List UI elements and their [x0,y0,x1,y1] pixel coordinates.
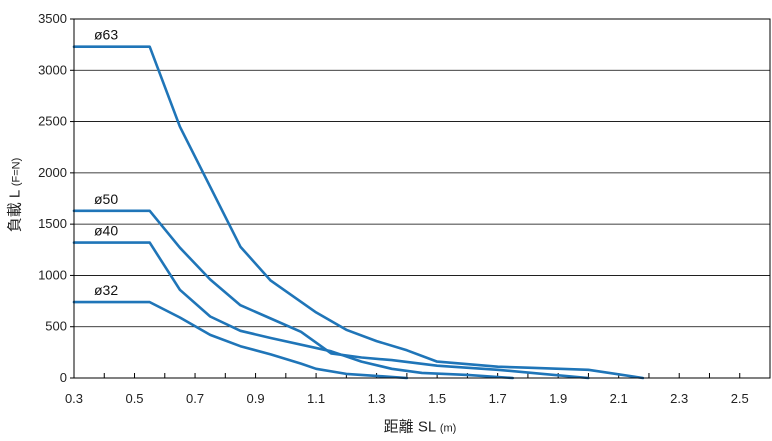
y-axis-title: 負載 L (F=N) [4,158,25,233]
y-tick-label: 1000 [38,267,67,282]
series-line [72,241,515,380]
y-tick-label: 500 [45,319,67,334]
x-tick-label: 0.9 [247,391,265,406]
series-label: ø63 [94,27,118,43]
x-axis-label: 距離 SL [383,418,436,436]
series-label: ø40 [94,223,118,239]
axis-ticks: 0 500 1000 1500 2000 2500 3000 3500 0.3 0.5 0.7 0.9… [38,11,771,406]
y-axis-unit: (F=N) [10,157,23,187]
y-tick-label: 2000 [38,165,67,180]
x-tick-label: 2.3 [670,391,688,406]
x-tick-label: 0.7 [186,391,204,406]
x-tick-label: 2.5 [731,391,749,406]
x-tick-label: 0.5 [125,391,143,406]
plot-frame [73,18,771,379]
x-tick-label: 1.9 [549,391,567,406]
series-label: ø32 [94,282,118,298]
x-tick-label: 1.5 [428,391,446,406]
y-axis-label: 負載 L [6,190,24,233]
series-labels: ø63 ø50 ø40 ø32 [94,27,118,298]
y-tick-label: 1500 [38,216,67,231]
x-axis-unit: (m) [439,422,457,435]
y-tick-label: 0 [60,370,67,385]
series-line [72,209,590,380]
series-label: ø50 [94,191,118,207]
x-tick-label: 2.1 [610,391,628,406]
x-tick-label: 1.7 [489,391,507,406]
x-tick-label: 1.1 [307,391,325,406]
gridlines [74,69,770,328]
series-line [72,300,409,380]
series-line [72,45,645,380]
y-tick-label: 3500 [38,11,67,26]
x-tick-label: 0.3 [65,391,83,406]
y-tick-label: 2500 [38,114,67,129]
y-tick-label: 3000 [38,62,67,77]
x-tick-label: 1.3 [368,391,386,406]
series-lines [72,45,645,380]
x-axis-title: 距離 SL (m) [384,416,457,437]
